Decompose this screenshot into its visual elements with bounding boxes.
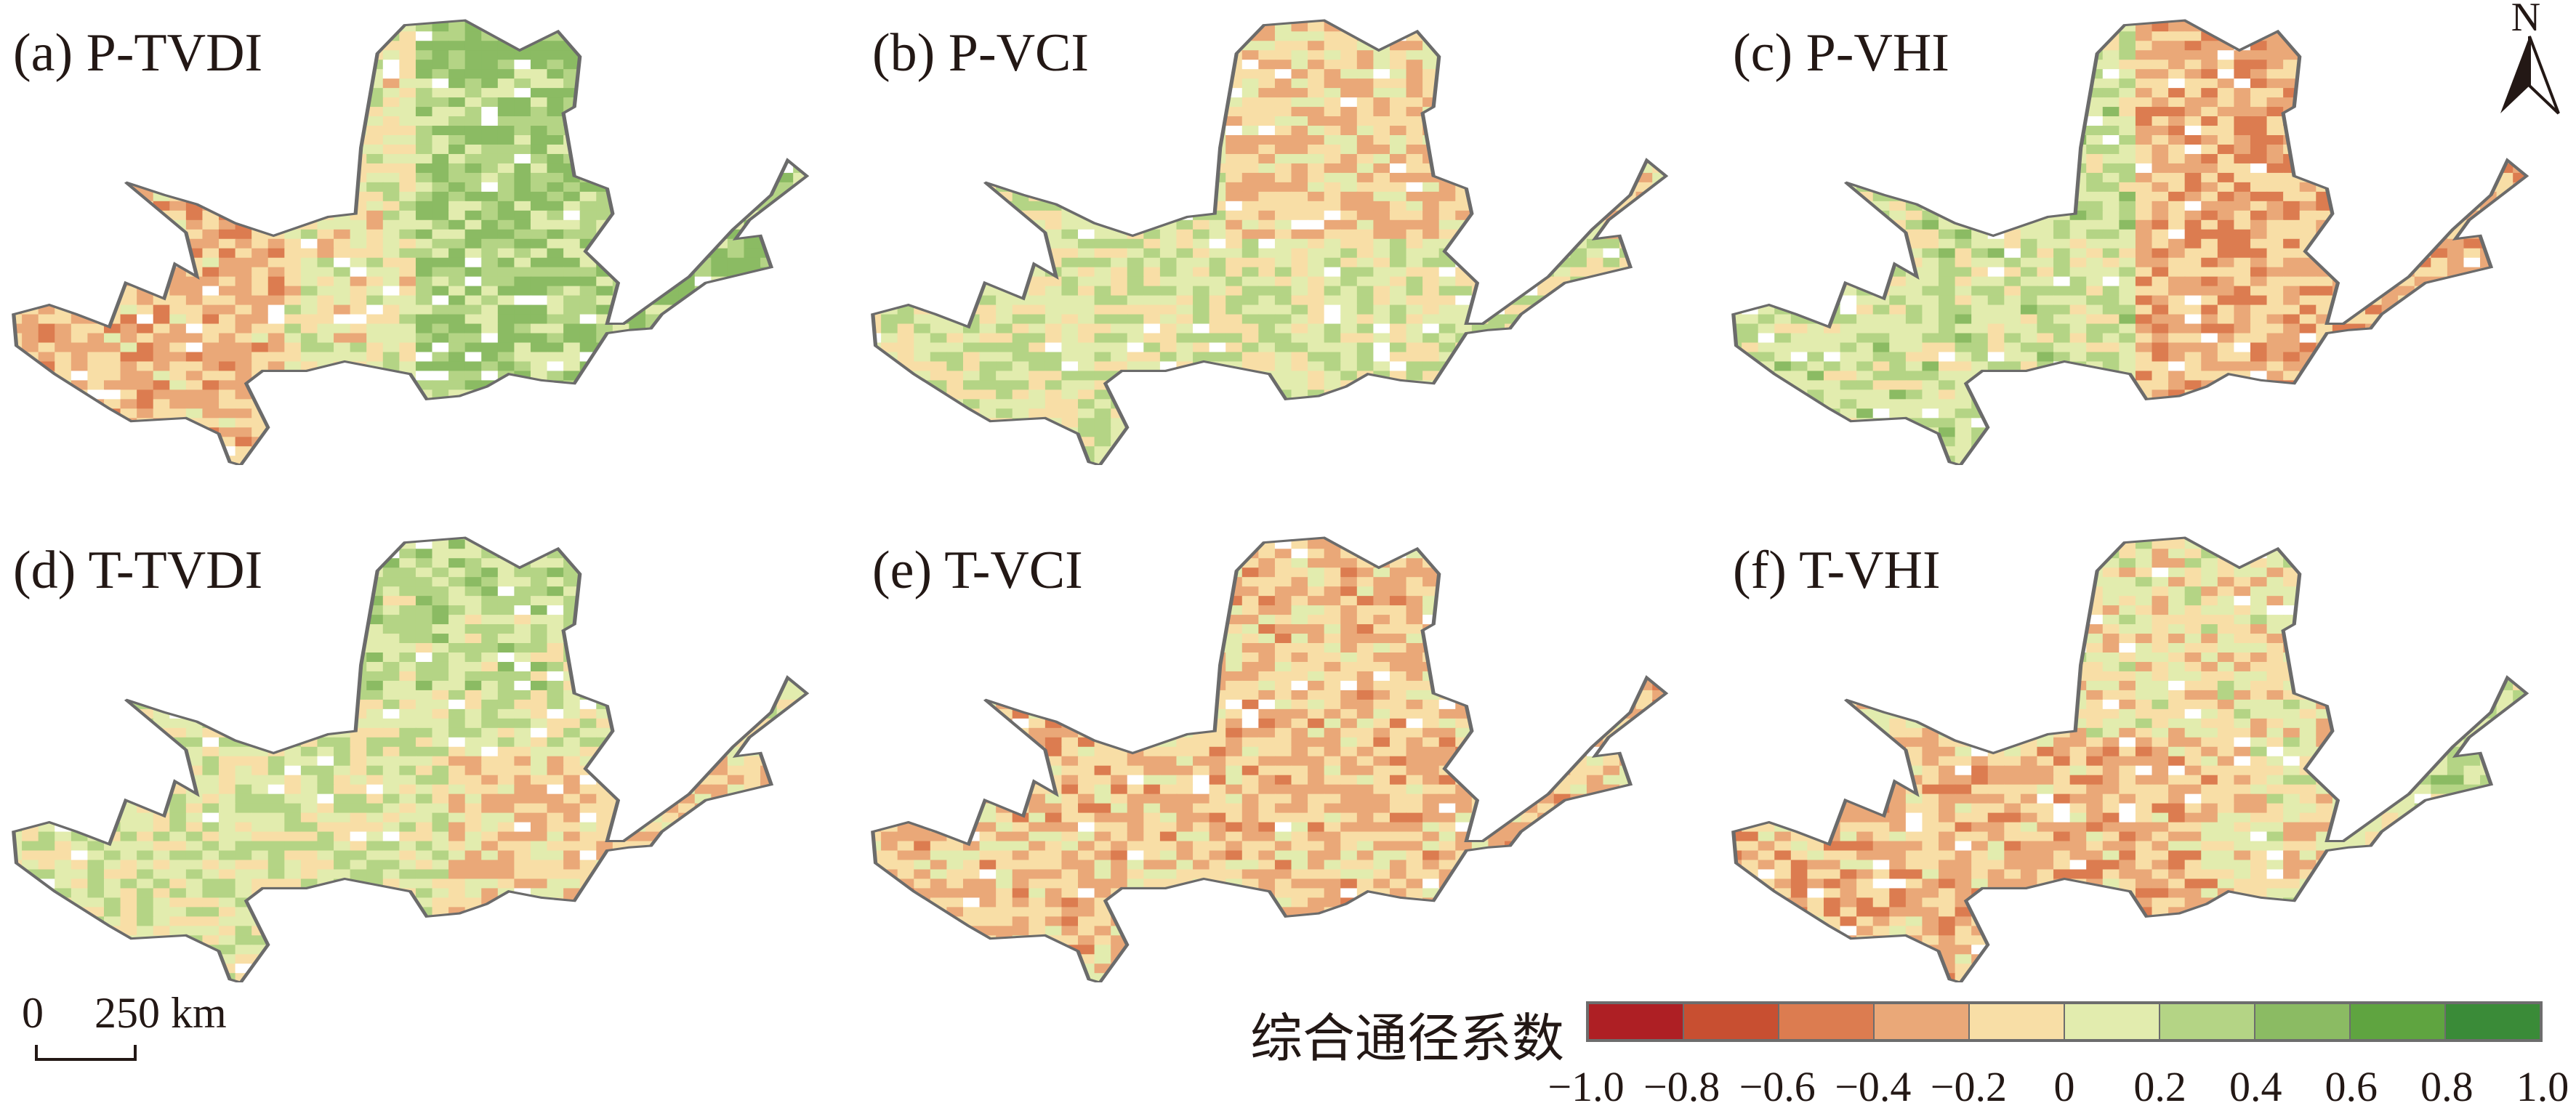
- panel-label: (e) T-VCI: [872, 544, 1083, 597]
- legend-tick-label: −0.2: [1931, 1062, 2007, 1111]
- legend-swatch: [1875, 1004, 1968, 1039]
- scale-end: 250 km: [94, 988, 227, 1038]
- legend-tick-label: −1.0: [1547, 1062, 1624, 1111]
- legend-swatch: [1970, 1004, 2064, 1039]
- legend-title: 综合通径系数: [1250, 995, 1564, 1072]
- legend-tick-label: 0.6: [2325, 1062, 2378, 1111]
- legend-swatch: [2065, 1004, 2159, 1039]
- legend-tick-label: −0.4: [1835, 1062, 1911, 1111]
- legend-tick-label: −0.6: [1739, 1062, 1816, 1111]
- north-arrow-icon: [2500, 36, 2559, 113]
- scale-bar-line: [35, 1045, 137, 1061]
- map-panel-b: (b) P-VCI: [859, 0, 1717, 465]
- map-panel-d: (d) T-TVDI: [0, 517, 858, 982]
- legend-tick-label: 0.4: [2229, 1062, 2282, 1111]
- legend-swatch: [1684, 1004, 1778, 1039]
- legend-color-bar: [1586, 1001, 2543, 1042]
- legend-tick-label: 1.0: [2516, 1062, 2569, 1111]
- panel-label: (d) T-TVDI: [13, 544, 262, 597]
- legend-swatch: [2255, 1004, 2349, 1039]
- map-panel-a: (a) P-TVDI: [0, 0, 858, 465]
- panel-label: (c) P-VHI: [1733, 26, 1949, 80]
- legend-swatch: [1779, 1004, 1873, 1039]
- north-label: N: [2511, 0, 2540, 40]
- legend-swatch: [2351, 1004, 2444, 1039]
- legend-tick-label: −0.8: [1643, 1062, 1720, 1111]
- legend-swatch: [2446, 1004, 2540, 1039]
- legend-swatch: [1589, 1004, 1683, 1039]
- scale-bar: 0 250 km: [22, 988, 269, 1075]
- legend-swatch: [2160, 1004, 2254, 1039]
- legend-tick-label: 0.8: [2420, 1062, 2474, 1111]
- north-arrow: N: [2486, 0, 2566, 116]
- map-panel-c: (c) P-VHI: [1720, 0, 2576, 465]
- map-panel-e: (e) T-VCI: [859, 517, 1717, 982]
- scale-start: 0: [22, 988, 44, 1038]
- panel-label: (f) T-VHI: [1733, 544, 1941, 597]
- legend-tick-label: 0.2: [2133, 1062, 2186, 1111]
- map-panel-f: (f) T-VHI: [1720, 517, 2576, 982]
- legend-tick-label: 0: [2054, 1062, 2075, 1111]
- panel-label: (b) P-VCI: [872, 26, 1089, 80]
- panel-label: (a) P-TVDI: [13, 26, 262, 80]
